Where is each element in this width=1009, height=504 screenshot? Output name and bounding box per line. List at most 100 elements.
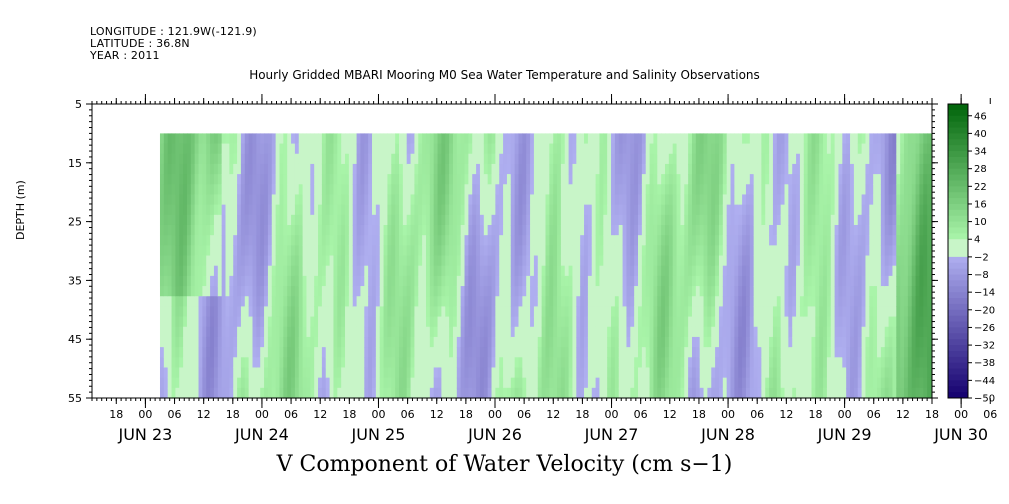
heatmap-cell bbox=[321, 224, 327, 236]
heatmap-cell bbox=[202, 184, 207, 196]
heatmap-cell bbox=[510, 133, 516, 145]
heatmap-cell bbox=[545, 163, 550, 175]
heatmap-cell bbox=[291, 306, 296, 318]
heatmap-cell bbox=[491, 377, 496, 389]
heatmap-cell bbox=[869, 224, 874, 236]
heatmap-cell bbox=[815, 245, 820, 257]
heatmap-cell bbox=[880, 224, 886, 236]
heatmap-cell bbox=[348, 194, 354, 206]
heatmap-cell bbox=[360, 306, 365, 318]
heatmap-cell bbox=[603, 347, 608, 358]
heatmap-cell bbox=[730, 275, 735, 287]
heatmap-cell bbox=[329, 357, 335, 369]
heatmap-cell bbox=[433, 286, 439, 297]
heatmap-cell bbox=[630, 275, 635, 287]
heatmap-cell bbox=[811, 255, 816, 267]
heatmap-cell bbox=[792, 367, 797, 379]
heatmap-field bbox=[159, 133, 932, 399]
heatmap-cell bbox=[630, 377, 635, 389]
heatmap-cell bbox=[352, 204, 358, 216]
heatmap-cell bbox=[329, 133, 335, 145]
heatmap-cell bbox=[730, 194, 735, 206]
heatmap-cell bbox=[325, 184, 331, 196]
heatmap-cell bbox=[722, 326, 728, 338]
heatmap-cell bbox=[310, 235, 315, 246]
heatmap-cell bbox=[194, 194, 200, 206]
heatmap-cell bbox=[715, 265, 720, 277]
heatmap-cell bbox=[634, 275, 639, 287]
heatmap-cell bbox=[641, 377, 647, 389]
heatmap-cell bbox=[275, 296, 281, 308]
heatmap-cell bbox=[576, 387, 581, 399]
heatmap-cell bbox=[892, 153, 897, 165]
heatmap-cell bbox=[788, 347, 793, 358]
heatmap-cell bbox=[657, 316, 662, 328]
heatmap-cell bbox=[865, 336, 870, 348]
heatmap-cell bbox=[460, 245, 466, 257]
heatmap-cell bbox=[807, 265, 813, 277]
heatmap-cell bbox=[499, 224, 504, 236]
heatmap-cell bbox=[472, 163, 477, 175]
heatmap-cell bbox=[233, 224, 238, 236]
heatmap-cell bbox=[163, 184, 169, 196]
heatmap-cell bbox=[545, 153, 550, 165]
heatmap-cell bbox=[414, 174, 419, 185]
heatmap-cell bbox=[691, 255, 697, 267]
heatmap-cell bbox=[375, 275, 381, 287]
heatmap-cell bbox=[375, 387, 381, 399]
heatmap-cell bbox=[179, 245, 184, 257]
heatmap-cell bbox=[819, 336, 824, 348]
heatmap-cell bbox=[711, 255, 716, 267]
heatmap-cell bbox=[163, 306, 169, 318]
heatmap-cell bbox=[213, 174, 219, 185]
heatmap-cell bbox=[267, 224, 273, 236]
heatmap-cell bbox=[892, 367, 897, 379]
heatmap-cell bbox=[730, 357, 735, 369]
heatmap-cell bbox=[341, 153, 346, 165]
heatmap-cell bbox=[691, 143, 697, 155]
heatmap-cell bbox=[302, 367, 308, 379]
heatmap-cell bbox=[356, 224, 362, 236]
heatmap-cell bbox=[638, 224, 643, 236]
heatmap-cell bbox=[580, 143, 585, 155]
heatmap-cell bbox=[884, 326, 890, 338]
heatmap-cell bbox=[745, 174, 751, 185]
heatmap-cell bbox=[638, 357, 643, 369]
heatmap-cell bbox=[244, 265, 250, 277]
heatmap-cell bbox=[618, 255, 624, 267]
heatmap-cell bbox=[622, 326, 628, 338]
heatmap-cell bbox=[460, 194, 466, 206]
heatmap-cell bbox=[703, 377, 709, 389]
heatmap-cell bbox=[869, 184, 874, 196]
heatmap-cell bbox=[514, 367, 520, 379]
heatmap-cell bbox=[256, 143, 261, 155]
heatmap-cell bbox=[240, 326, 246, 338]
heatmap-cell bbox=[888, 275, 894, 287]
heatmap-cell bbox=[518, 367, 523, 379]
heatmap-cell bbox=[684, 204, 689, 216]
heatmap-cell bbox=[722, 204, 728, 216]
heatmap-cell bbox=[437, 326, 443, 338]
heatmap-cell bbox=[287, 306, 292, 318]
heatmap-cell bbox=[433, 174, 439, 185]
heatmap-cell bbox=[364, 204, 369, 216]
heatmap-cell bbox=[819, 326, 824, 338]
heatmap-cell bbox=[314, 286, 319, 297]
heatmap-cell bbox=[857, 163, 863, 175]
heatmap-cell bbox=[217, 235, 223, 246]
heatmap-cell bbox=[576, 336, 581, 348]
heatmap-cell bbox=[522, 174, 527, 185]
heatmap-cell bbox=[730, 265, 735, 277]
heatmap-cell bbox=[240, 387, 246, 399]
heatmap-cell bbox=[159, 275, 165, 287]
heatmap-cell bbox=[722, 387, 728, 399]
heatmap-cell bbox=[761, 255, 766, 267]
heatmap-cell bbox=[229, 377, 234, 389]
heatmap-cell bbox=[853, 286, 859, 297]
heatmap-cell bbox=[568, 194, 574, 206]
heatmap-cell bbox=[271, 224, 277, 236]
heatmap-cell bbox=[244, 367, 250, 379]
heatmap-cell bbox=[449, 316, 454, 328]
heatmap-cell bbox=[749, 306, 755, 318]
heatmap-cell bbox=[491, 133, 496, 145]
